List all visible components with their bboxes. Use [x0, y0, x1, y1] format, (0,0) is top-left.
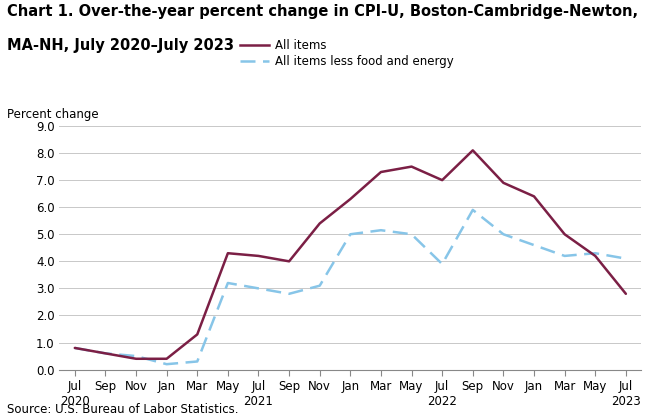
Text: Chart 1. Over-the-year percent change in CPI-U, Boston-Cambridge-Newton,: Chart 1. Over-the-year percent change in…	[7, 4, 638, 19]
Text: Percent change: Percent change	[7, 108, 98, 121]
Text: MA-NH, July 2020–July 2023: MA-NH, July 2020–July 2023	[7, 38, 233, 53]
Legend: All items, All items less food and energy: All items, All items less food and energ…	[240, 39, 454, 68]
Text: Source: U.S. Bureau of Labor Statistics.: Source: U.S. Bureau of Labor Statistics.	[7, 403, 238, 416]
